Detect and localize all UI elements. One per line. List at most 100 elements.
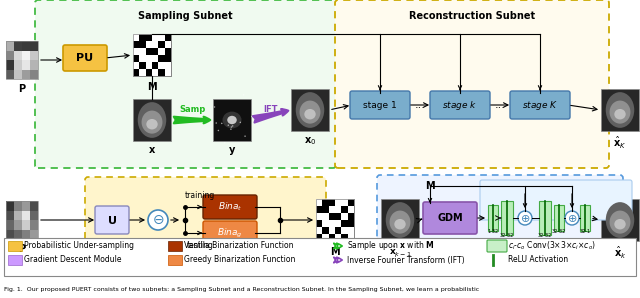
Text: 1-32: 1-32 (488, 229, 499, 234)
Ellipse shape (239, 122, 241, 123)
Ellipse shape (614, 109, 626, 119)
Ellipse shape (232, 147, 234, 148)
Bar (30, 229, 38, 239)
Bar (329, 206, 335, 213)
Text: training: training (185, 190, 215, 199)
Bar (30, 60, 38, 69)
Text: $\mathbf{M}$: $\mathbf{M}$ (424, 179, 435, 191)
Text: GDM: GDM (437, 213, 463, 223)
Bar (580, 205, 590, 231)
Text: $\mathbf{y}$: $\mathbf{y}$ (228, 145, 236, 157)
Ellipse shape (609, 211, 630, 234)
Ellipse shape (223, 111, 241, 128)
Bar (168, 255, 182, 265)
Ellipse shape (296, 92, 324, 128)
Bar (14, 229, 22, 239)
Text: $\mathbf{x}_0$: $\mathbf{x}_0$ (304, 135, 316, 147)
Bar (14, 210, 22, 220)
Bar (14, 60, 22, 69)
Ellipse shape (232, 125, 234, 127)
Ellipse shape (300, 100, 321, 124)
Bar (22, 50, 30, 60)
Text: $\mathbf{x}$: $\mathbf{x}$ (148, 145, 156, 155)
Bar (14, 50, 22, 60)
Circle shape (565, 211, 579, 225)
Bar (329, 227, 335, 234)
Text: $Bina_g$: $Bina_g$ (217, 226, 243, 240)
Text: $c_i$-$c_o$ Conv(3×3×$c_i$×$c_o$): $c_i$-$c_o$ Conv(3×3×$c_i$×$c_o$) (508, 240, 596, 252)
Bar (22, 210, 30, 220)
Bar (22, 69, 30, 79)
Bar (348, 234, 354, 241)
Bar (152, 55, 158, 62)
Bar (164, 62, 171, 69)
Text: Samp: Samp (179, 105, 205, 114)
FancyBboxPatch shape (423, 202, 477, 234)
Bar (348, 227, 354, 234)
Ellipse shape (244, 135, 246, 137)
Bar (30, 69, 38, 79)
Text: 32-32: 32-32 (538, 233, 552, 238)
Bar (323, 234, 329, 241)
Bar (152, 34, 158, 41)
Ellipse shape (243, 94, 244, 96)
Text: Fig. 1.  Our proposed PUERT consists of two subnets: a Sampling Subnet and a Rec: Fig. 1. Our proposed PUERT consists of t… (4, 288, 479, 293)
Text: $\hat{\mathbf{x}}_k$: $\hat{\mathbf{x}}_k$ (614, 245, 627, 261)
FancyBboxPatch shape (510, 91, 570, 119)
Text: ...: ... (495, 100, 506, 110)
Text: 32-1: 32-1 (579, 229, 591, 234)
Bar (152, 69, 158, 76)
Bar (381, 199, 419, 241)
Text: Probabilistic Under-sampling: Probabilistic Under-sampling (24, 241, 134, 251)
Text: Gradient Descent Module: Gradient Descent Module (24, 255, 122, 265)
Bar (14, 201, 22, 210)
Bar (323, 213, 329, 220)
FancyBboxPatch shape (203, 195, 257, 219)
Ellipse shape (609, 100, 630, 124)
Ellipse shape (605, 92, 634, 128)
Bar (158, 62, 164, 69)
Bar (30, 41, 38, 50)
Ellipse shape (394, 219, 406, 229)
Ellipse shape (214, 106, 215, 108)
Bar (14, 220, 22, 229)
Text: $\mathbf{M}$: $\mathbf{M}$ (330, 245, 340, 257)
Text: PU: PU (76, 53, 93, 63)
Ellipse shape (147, 119, 157, 129)
Text: Vanilla Binarization Function: Vanilla Binarization Function (184, 241, 294, 251)
Bar (140, 48, 146, 55)
Bar (316, 199, 323, 206)
Text: testing: testing (187, 240, 213, 249)
Bar (329, 220, 335, 227)
Bar (554, 205, 564, 231)
Bar (22, 201, 30, 210)
FancyBboxPatch shape (480, 180, 632, 220)
Bar (14, 69, 22, 79)
Bar (6, 41, 14, 50)
Circle shape (518, 211, 532, 225)
FancyBboxPatch shape (35, 0, 336, 168)
Bar (341, 227, 348, 234)
Bar (6, 69, 14, 79)
Text: $\oplus$: $\oplus$ (520, 212, 530, 224)
Bar (291, 89, 329, 131)
FancyBboxPatch shape (85, 177, 326, 265)
Bar (22, 229, 30, 239)
Ellipse shape (255, 113, 257, 114)
Bar (140, 69, 146, 76)
Bar (168, 241, 182, 251)
Bar (335, 220, 341, 227)
Text: $\oplus$: $\oplus$ (567, 212, 577, 224)
Bar (4, 238, 636, 276)
Ellipse shape (141, 111, 163, 134)
Ellipse shape (227, 116, 237, 124)
Bar (22, 220, 30, 229)
Ellipse shape (251, 116, 253, 117)
Bar (146, 55, 152, 62)
Bar (22, 41, 30, 50)
Bar (335, 234, 341, 241)
Ellipse shape (230, 126, 232, 128)
Bar (213, 99, 251, 141)
Bar (30, 201, 38, 210)
Text: $\hat{\mathbf{x}}_K$: $\hat{\mathbf{x}}_K$ (613, 135, 627, 151)
